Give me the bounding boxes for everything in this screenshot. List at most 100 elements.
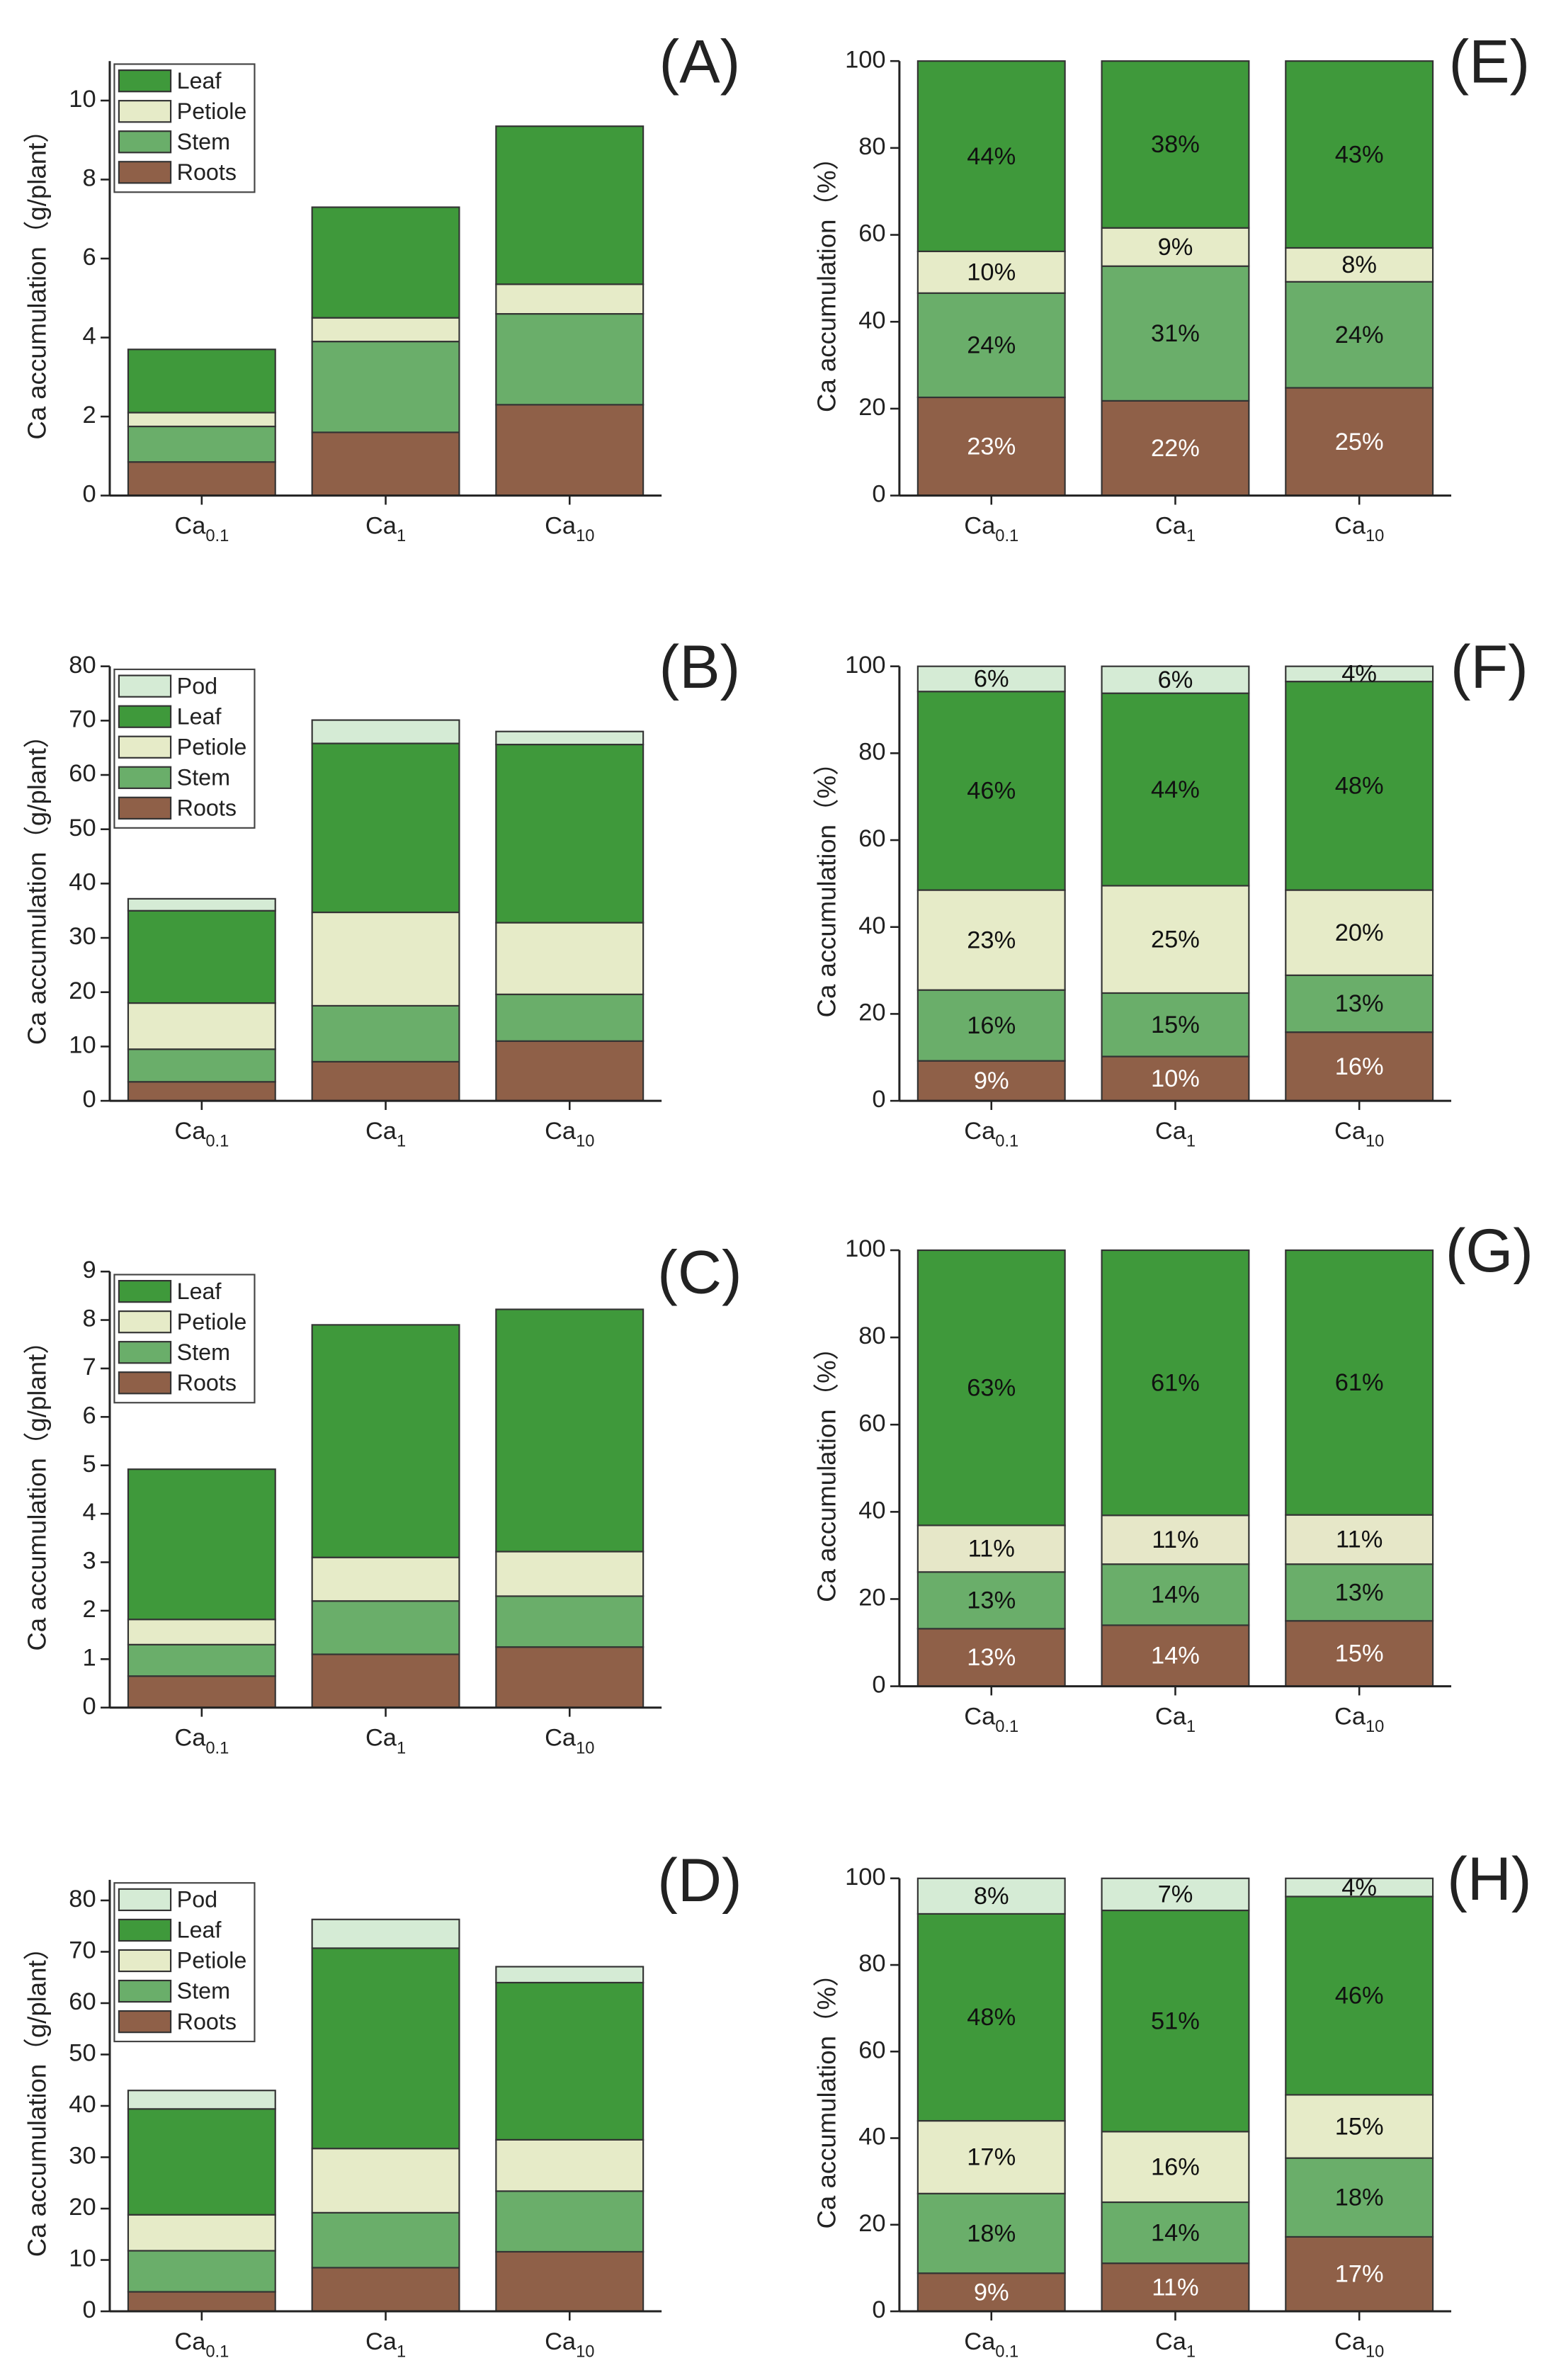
- x-tick-label: Ca1: [1155, 512, 1196, 545]
- value-label: 17%: [1335, 2261, 1384, 2288]
- value-label: 22%: [1151, 435, 1200, 462]
- y-tick-label: 20: [858, 394, 885, 421]
- panel-label: (C): [657, 1238, 742, 1306]
- bar-segment: [311, 1324, 460, 1558]
- y-tick-label: 30: [69, 923, 96, 950]
- value-label: 18%: [967, 2220, 1016, 2247]
- bar-segment: [311, 1947, 460, 2150]
- legend-label: Stem: [177, 1339, 230, 1365]
- bar-segment: [495, 1308, 645, 1553]
- y-tick-label: 60: [69, 1988, 96, 2015]
- bar-segment: [916, 665, 1066, 693]
- value-label: 43%: [1335, 141, 1384, 168]
- bar-segment: [1285, 665, 1434, 683]
- y-axis-label: Ca accumulation（g/plant）: [23, 1328, 52, 1650]
- value-label: 13%: [967, 1644, 1016, 1671]
- x-tick-label: Ca0.1: [964, 1118, 1018, 1151]
- legend-swatch: [118, 1371, 172, 1395]
- bar-segment: [495, 313, 645, 406]
- y-tick-label: 60: [858, 2036, 885, 2063]
- y-tick-label: 10: [69, 1032, 96, 1059]
- x-tick-label: Ca10: [545, 1118, 594, 1151]
- x-tick-label: Ca0.1: [964, 2328, 1018, 2362]
- y-tick-label: 40: [69, 2091, 96, 2118]
- bar-segment: [1101, 1624, 1250, 1687]
- bar-segment: [311, 2267, 460, 2313]
- y-tick-label: 100: [845, 652, 885, 679]
- x-tick-label: Ca1: [365, 1725, 406, 1758]
- bar-segment: [127, 1002, 276, 1050]
- legend-label: Roots: [177, 159, 237, 185]
- legend-swatch: [118, 1949, 172, 1973]
- y-tick-label: 10: [69, 86, 96, 113]
- y-tick-label: 0: [872, 1086, 885, 1113]
- y-axis-label: Ca accumulation（%）: [812, 749, 841, 1017]
- legend-label: Petiole: [177, 98, 247, 124]
- bar-segment: [311, 431, 460, 497]
- bar-segment: [495, 2190, 645, 2253]
- value-label: 63%: [967, 1374, 1016, 1401]
- value-label: 38%: [1151, 131, 1200, 158]
- value-label: 61%: [1151, 1369, 1200, 1396]
- bar-segment: [1101, 1514, 1250, 1565]
- y-tick-label: 40: [858, 307, 885, 334]
- value-label: 46%: [967, 778, 1016, 805]
- legend-label: Stem: [177, 1978, 230, 2004]
- bar-segment: [495, 1966, 645, 1984]
- bar-segment: [916, 1249, 1066, 1526]
- bar-segment: [495, 922, 645, 995]
- x-tick-label: Ca10: [1334, 1703, 1384, 1736]
- y-tick-label: 70: [69, 706, 96, 732]
- bar-segment: [311, 742, 460, 914]
- bar-segment: [916, 1628, 1066, 1687]
- y-tick-label: 3: [82, 1548, 96, 1575]
- bar-segment: [127, 1619, 276, 1645]
- bar-segment: [1101, 60, 1250, 229]
- bar-segment: [311, 341, 460, 434]
- y-tick-label: 40: [858, 1497, 885, 1524]
- value-label: 25%: [1335, 429, 1384, 455]
- bar-segment: [311, 2148, 460, 2214]
- panel-label: (A): [659, 28, 741, 96]
- panel-label: (H): [1447, 1845, 1532, 1913]
- bar-segment: [1285, 1249, 1434, 1516]
- bar-segment: [916, 1060, 1066, 1102]
- y-tick-label: 0: [82, 1086, 96, 1113]
- value-label: 14%: [1151, 1643, 1200, 1670]
- legend-label: Leaf: [177, 703, 222, 729]
- value-label: 16%: [1151, 2153, 1200, 2180]
- legend-label: Roots: [177, 1370, 237, 1395]
- panel: 0 20 40 60 80 100 9% 18% 17% 48% 8% Ca0.1 11% 14% 16% 5…: [812, 1845, 1531, 2362]
- legend-label: Leaf: [177, 1279, 222, 1304]
- bar-segment: [916, 250, 1066, 294]
- value-label: 61%: [1335, 1369, 1384, 1396]
- bar-segment: [311, 1556, 460, 1602]
- panel: 0 2 4 6 8 10 Ca0.1 Ca1 Ca10 Ca accumulation（g/pla…: [23, 28, 741, 545]
- value-label: 4%: [1341, 661, 1377, 688]
- legend-swatch: [118, 1979, 172, 2003]
- bar-segment: [127, 897, 276, 912]
- y-tick-label: 2: [82, 1596, 96, 1623]
- bar-segment: [916, 396, 1066, 497]
- bar-segment: [495, 1551, 645, 1597]
- y-tick-label: 4: [82, 323, 96, 350]
- bar-segment: [495, 1040, 645, 1102]
- x-tick-label: Ca1: [1155, 1118, 1196, 1151]
- x-tick-label: Ca0.1: [174, 512, 229, 545]
- bar-segment: [495, 2250, 645, 2313]
- y-tick-label: 60: [69, 760, 96, 787]
- legend-label: Stem: [177, 129, 230, 154]
- legend-swatch: [118, 796, 172, 820]
- legend-swatch: [118, 1310, 172, 1334]
- panel-label: (F): [1451, 633, 1528, 701]
- y-tick-label: 80: [69, 1886, 96, 1912]
- y-tick-label: 7: [82, 1354, 96, 1381]
- y-axis-label: Ca accumulation（%）: [812, 1961, 841, 2228]
- value-label: 4%: [1341, 1874, 1377, 1901]
- bar-segment: [127, 2108, 276, 2216]
- legend-swatch: [118, 100, 172, 123]
- bar-segment: [1285, 387, 1434, 497]
- value-label: 51%: [1151, 2007, 1200, 2034]
- y-tick-label: 20: [858, 999, 885, 1026]
